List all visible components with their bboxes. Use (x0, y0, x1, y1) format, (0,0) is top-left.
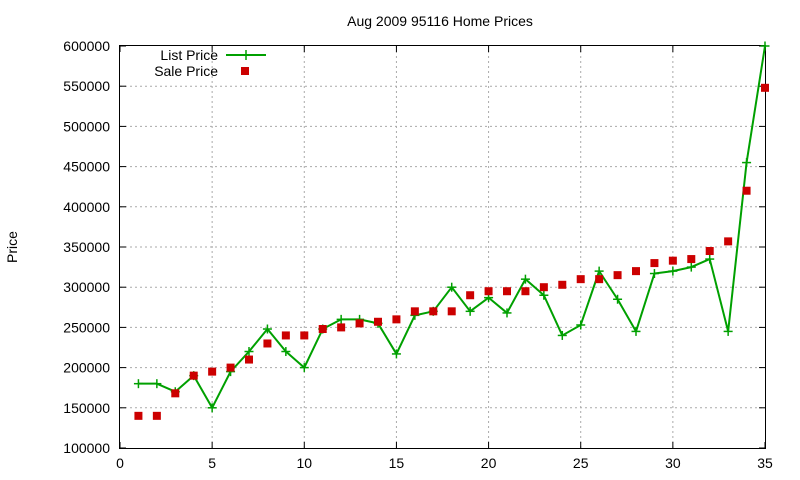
list-price-point (613, 294, 623, 304)
sale-price-point (410, 307, 419, 316)
sale-price-point (632, 267, 640, 276)
sale-price-point (281, 331, 290, 340)
list-price-point (594, 266, 604, 276)
sale-price-point (226, 363, 235, 372)
list-price-point (723, 326, 733, 336)
chart-title: Aug 2009 95116 Home Prices (347, 13, 533, 29)
y-tick-label: 300000 (63, 279, 110, 295)
list-price-point (649, 269, 659, 279)
y-tick-label: 450000 (63, 159, 110, 175)
sale-price-point (134, 411, 143, 420)
sale-price-point (300, 331, 309, 340)
list-price-point (447, 282, 457, 292)
list-price-point (539, 290, 549, 300)
sale-price-point (761, 83, 769, 92)
sale-price-point (668, 256, 677, 265)
sale-price-point (613, 271, 622, 280)
sale-price-point (503, 287, 511, 296)
sale-price-point (374, 317, 382, 326)
x-tick-label: 20 (481, 455, 497, 471)
x-tick-label: 5 (208, 455, 216, 471)
series-layer (133, 41, 770, 420)
sale-price-point (595, 275, 604, 284)
sale-price-point (447, 307, 456, 316)
list-price-point (281, 347, 291, 357)
x-tick-label: 15 (389, 455, 405, 471)
sale-price-point (429, 307, 438, 316)
list-price-point (299, 363, 309, 373)
list-price-point (152, 379, 162, 389)
sale-price-point (687, 255, 696, 264)
list-price-point (557, 330, 567, 340)
list-price-point (502, 308, 512, 318)
y-tick-label: 150000 (63, 400, 110, 416)
list-price-point (668, 266, 678, 276)
x-tick-label: 30 (665, 455, 681, 471)
legend-marker-sale-price (241, 67, 249, 75)
y-tick-label: 500000 (63, 118, 110, 134)
y-tick-label: 550000 (63, 78, 110, 94)
list-price-point (705, 254, 715, 264)
list-price-point (576, 320, 586, 330)
list-price-point (742, 158, 752, 168)
y-axis-label: Price (4, 231, 20, 263)
y-tick-label: 400000 (63, 199, 110, 215)
sale-price-point (466, 291, 475, 300)
sale-price-point (318, 325, 327, 334)
legend-label-sale-price: Sale Price (154, 63, 218, 79)
sale-price-point (742, 186, 751, 195)
legend: List Price Sale Price (154, 47, 266, 79)
y-tick-label: 200000 (63, 360, 110, 376)
y-tick-label: 350000 (63, 239, 110, 255)
list-price-point (262, 324, 272, 334)
list-price-point (465, 306, 475, 316)
sale-price-point (208, 367, 217, 376)
y-axis-ticks: 100000 150000 200000 250000 300000 350000 4000… (63, 38, 765, 456)
list-price-point (207, 403, 217, 413)
sale-price-point (576, 275, 585, 284)
sale-price-point (263, 339, 272, 348)
x-tick-label: 35 (757, 455, 773, 471)
list-price-point (760, 41, 770, 51)
sale-price-point (355, 319, 364, 328)
sale-price-point (245, 355, 253, 364)
list-price-point (520, 274, 530, 284)
list-price-point (631, 326, 641, 336)
sale-price-point (650, 259, 659, 268)
sale-price-point (189, 371, 198, 380)
legend-label-list-price: List Price (160, 47, 218, 63)
list-price-point (336, 314, 346, 324)
list-price-point (244, 347, 254, 357)
x-tick-label: 25 (573, 455, 589, 471)
y-tick-label: 600000 (63, 38, 110, 54)
grid-lines (120, 46, 765, 448)
legend-marker-list-price (241, 50, 251, 60)
y-tick-label: 250000 (63, 319, 110, 335)
x-axis-ticks: 0 5 10 15 20 25 30 35 (116, 46, 773, 471)
sale-price-point (705, 247, 714, 256)
list-price-point (686, 262, 696, 272)
sale-price-point (152, 411, 161, 420)
sale-price-point (539, 283, 548, 292)
x-tick-label: 0 (116, 455, 124, 471)
sale-price-point (392, 315, 401, 324)
sale-price-point (171, 389, 180, 398)
list-price-point (391, 349, 401, 359)
sale-price-point (521, 287, 530, 296)
list-price-line (138, 45, 766, 409)
x-tick-label: 10 (296, 455, 312, 471)
plot-frame (119, 45, 766, 449)
sale-price-point (558, 280, 567, 289)
y-tick-label: 100000 (63, 440, 110, 456)
sale-price-point (484, 287, 493, 296)
sale-price-point (724, 237, 733, 246)
sale-price-point (337, 323, 346, 332)
list-price-point (133, 379, 143, 389)
